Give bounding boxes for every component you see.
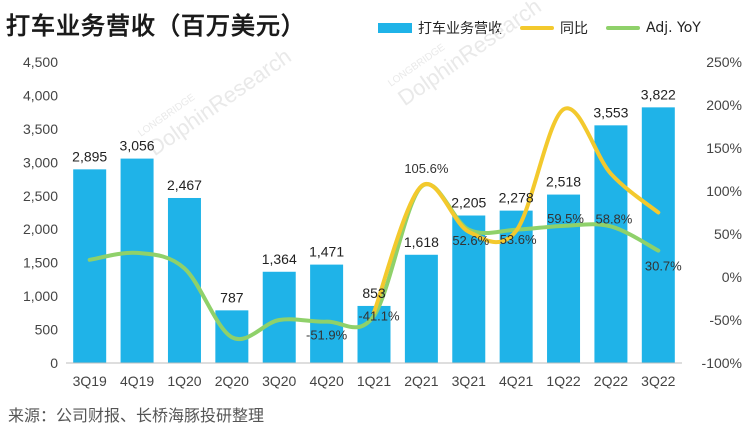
x-tick-label: 1Q22 — [546, 373, 580, 389]
bar-value-label: 3,056 — [120, 138, 155, 154]
bar-value-label: 2,278 — [499, 190, 534, 206]
left-tick-label: 4,500 — [23, 54, 58, 70]
right-tick-label: 100% — [706, 183, 742, 199]
data-labels: 2,895 3,056 2,467 787 1,364 1,471 853 1,618 2,20… — [72, 86, 682, 342]
left-tick-label: 3,000 — [23, 154, 58, 170]
right-tick-label: 50% — [714, 226, 742, 242]
bar — [547, 194, 581, 363]
bar-value-label: 2,895 — [72, 148, 107, 164]
bar — [452, 215, 486, 363]
bar-value-label: 2,518 — [546, 174, 581, 190]
bar — [404, 254, 438, 363]
left-tick-label: 0 — [50, 355, 58, 371]
x-axis: 3Q19 4Q19 1Q20 2Q20 3Q20 4Q20 1Q21 2Q21 3Q21 4Q21… — [66, 362, 682, 389]
bar — [641, 107, 675, 363]
right-tick-label: 250% — [706, 54, 742, 70]
bar — [310, 264, 344, 363]
yoy-line — [372, 106, 661, 315]
bar — [262, 271, 296, 363]
legend-swatch-yoy — [520, 26, 554, 30]
left-tick-label: 500 — [35, 322, 59, 338]
left-tick-label: 2,500 — [23, 188, 58, 204]
bar-value-label: 3,553 — [593, 104, 628, 120]
percent-label: 53.6% — [500, 232, 537, 247]
left-tick-label: 1,000 — [23, 288, 58, 304]
bar — [73, 169, 107, 363]
left-tick-label: 1,500 — [23, 255, 58, 271]
right-tick-label: -100% — [702, 355, 742, 371]
x-tick-label: 2Q22 — [594, 373, 628, 389]
right-tick-label: -50% — [709, 312, 742, 328]
bar-value-label: 1,364 — [262, 251, 297, 267]
x-tick-label: 1Q20 — [167, 373, 201, 389]
percent-label: 30.7% — [645, 259, 682, 274]
legend-label-yoy: 同比 — [560, 21, 588, 37]
legend-label-adj-yoy: Adj. YoY — [646, 20, 701, 36]
x-tick-label: 3Q22 — [641, 373, 675, 389]
bar-value-label: 787 — [220, 289, 244, 305]
bar-value-label: 1,471 — [309, 244, 344, 260]
bar-value-label: 2,205 — [451, 195, 486, 211]
left-tick-label: 4,000 — [23, 87, 58, 103]
x-tick-label: 3Q21 — [452, 373, 486, 389]
x-tick-label: 2Q20 — [215, 373, 249, 389]
x-tick-label: 3Q20 — [262, 373, 296, 389]
legend-item-yoy: 同比 — [520, 18, 588, 38]
watermark-main: DolphinResearch — [143, 43, 296, 160]
left-tick-label: 3,500 — [23, 121, 58, 137]
x-tick-label: 4Q20 — [309, 373, 343, 389]
bar-value-label: 2,467 — [167, 177, 202, 193]
x-tick-label: 4Q19 — [120, 373, 154, 389]
right-tick-label: 200% — [706, 97, 742, 113]
bar — [120, 158, 154, 363]
legend-swatch-adj-yoy — [606, 26, 640, 30]
bar-value-label: 1,618 — [404, 234, 439, 250]
x-tick-label: 2Q21 — [404, 373, 438, 389]
right-axis: -100% -50% 0% 50% 100% 150% 200% 250% — [702, 54, 742, 371]
bar-value-label: 853 — [362, 285, 386, 301]
right-tick-label: 0% — [722, 269, 742, 285]
percent-label: 58.8% — [595, 211, 632, 226]
line-series — [87, 106, 661, 342]
x-tick-label: 3Q19 — [73, 373, 107, 389]
chart-title: 打车业务营收（百万美元） — [6, 12, 306, 40]
bar — [594, 125, 628, 363]
right-tick-label: 150% — [706, 140, 742, 156]
x-tick-label: 4Q21 — [499, 373, 533, 389]
percent-label: -41.1% — [358, 308, 400, 323]
percent-label: 59.5% — [547, 211, 584, 226]
legend-item-revenue: 打车业务营收 — [378, 18, 502, 38]
legend-swatch-revenue — [378, 23, 412, 33]
bar-value-label: 3,822 — [641, 86, 676, 102]
legend: 打车业务营收 同比 Adj. YoY — [378, 18, 719, 38]
bar — [499, 210, 533, 363]
percent-label: 105.6% — [404, 161, 449, 176]
left-axis: 0 500 1,000 1,500 2,000 2,500 3,000 3,500 4,000 4… — [23, 54, 58, 371]
left-tick-label: 2,000 — [23, 221, 58, 237]
bar-series — [73, 107, 675, 363]
legend-item-adj-yoy: Adj. YoY — [606, 20, 701, 36]
watermark-main: DolphinResearch — [393, 0, 546, 111]
percent-label: -51.9% — [306, 328, 348, 343]
source-note: 来源：公司财报、长桥海豚投研整理 — [8, 406, 265, 425]
legend-label-revenue: 打车业务营收 — [418, 21, 502, 37]
percent-label: 52.6% — [452, 233, 489, 248]
x-tick-label: 1Q21 — [357, 373, 391, 389]
